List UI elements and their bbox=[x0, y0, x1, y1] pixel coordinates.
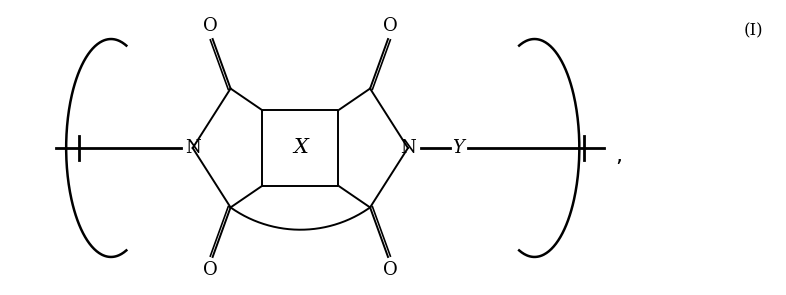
Text: O: O bbox=[204, 17, 218, 35]
Text: O: O bbox=[383, 261, 398, 279]
Text: (I): (I) bbox=[744, 23, 763, 40]
Text: ,: , bbox=[615, 146, 623, 166]
Text: O: O bbox=[383, 17, 398, 35]
Text: N: N bbox=[400, 139, 416, 157]
Text: N: N bbox=[185, 139, 200, 157]
Text: X: X bbox=[293, 138, 308, 158]
Text: O: O bbox=[204, 261, 218, 279]
Text: Y: Y bbox=[452, 139, 464, 157]
